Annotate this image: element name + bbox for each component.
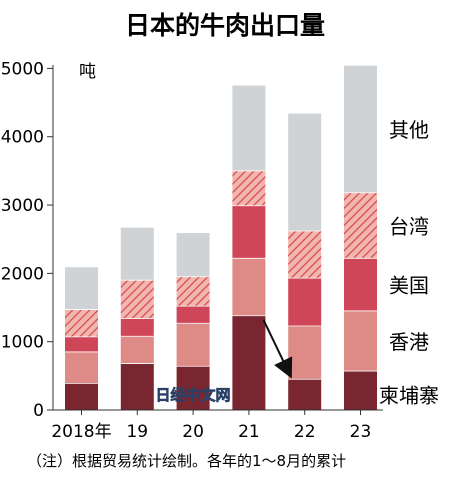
watermark-text: 日经中文网 (155, 386, 230, 404)
bar-segment-2-0 (65, 336, 98, 352)
y-tick-label: 3000 (1, 196, 44, 216)
bar-segment-1-2 (176, 323, 210, 367)
legend-label-2: 美国 (389, 274, 429, 298)
bar-segment-4-2 (176, 233, 210, 277)
annotation-arrow (262, 319, 293, 379)
bar-segment-0-3 (232, 315, 266, 410)
bar-segment-3-4 (288, 231, 322, 279)
legend: 柬埔寨 香港 美国 台湾 其他 (379, 118, 439, 407)
x-tick-label: 21 (238, 422, 260, 442)
bar-segment-0-1 (120, 363, 154, 410)
bar-segment-2-1 (120, 318, 154, 337)
unit-label: 吨 (79, 62, 96, 82)
bar-segment-3-3 (232, 170, 266, 206)
x-axis: 2018年 19 20 21 22 23 (51, 409, 383, 442)
bars-group (65, 65, 377, 410)
x-tick-label: 19 (126, 422, 148, 442)
bar-segment-2-3 (232, 205, 266, 259)
bar-segment-2-2 (176, 306, 210, 324)
bar-segment-0-0 (65, 383, 98, 410)
y-tick-label: 1000 (1, 333, 44, 353)
bar-segment-3-0 (65, 309, 98, 337)
legend-label-3: 台湾 (389, 215, 429, 239)
bar-segment-4-4 (288, 113, 322, 232)
x-tick-label: 22 (294, 422, 316, 442)
legend-label-0: 柬埔寨 (379, 384, 439, 408)
x-tick-label: 20 (182, 422, 204, 442)
y-tick-label: 2000 (1, 264, 44, 284)
bar-segment-4-0 (65, 267, 98, 310)
bar-segment-4-5 (344, 65, 377, 193)
legend-label-4: 其他 (389, 118, 429, 142)
bar-segment-1-4 (288, 325, 322, 380)
source-note: （注）根据贸易统计绘制。各年的1～8月的累计 (27, 452, 346, 470)
x-tick-label: 2018年 (51, 422, 111, 442)
x-tick-label: 23 (350, 422, 372, 442)
bar-segment-2-4 (288, 278, 322, 326)
bar-segment-4-1 (120, 227, 154, 281)
bar-segment-3-5 (344, 192, 377, 259)
bar-segment-1-1 (120, 336, 154, 364)
legend-label-1: 香港 (389, 330, 429, 354)
bar-segment-3-1 (120, 280, 154, 319)
y-tick-label: 4000 (1, 128, 44, 148)
bar-segment-2-5 (344, 258, 377, 311)
bar-segment-1-0 (65, 351, 98, 384)
bar-segment-0-2 (176, 366, 210, 410)
y-tick-label: 5000 (1, 59, 44, 79)
bar-segment-0-5 (344, 371, 377, 410)
bar-segment-3-2 (176, 276, 210, 307)
chart-title: 日本的牛肉出口量 (125, 11, 325, 40)
y-axis: 0 1000 2000 3000 4000 5000 (1, 59, 54, 421)
bar-segment-1-3 (232, 258, 266, 316)
y-tick-label: 0 (33, 401, 44, 421)
bar-segment-4-3 (232, 85, 266, 171)
bar-segment-0-4 (288, 379, 322, 410)
bar-segment-1-5 (344, 310, 377, 372)
